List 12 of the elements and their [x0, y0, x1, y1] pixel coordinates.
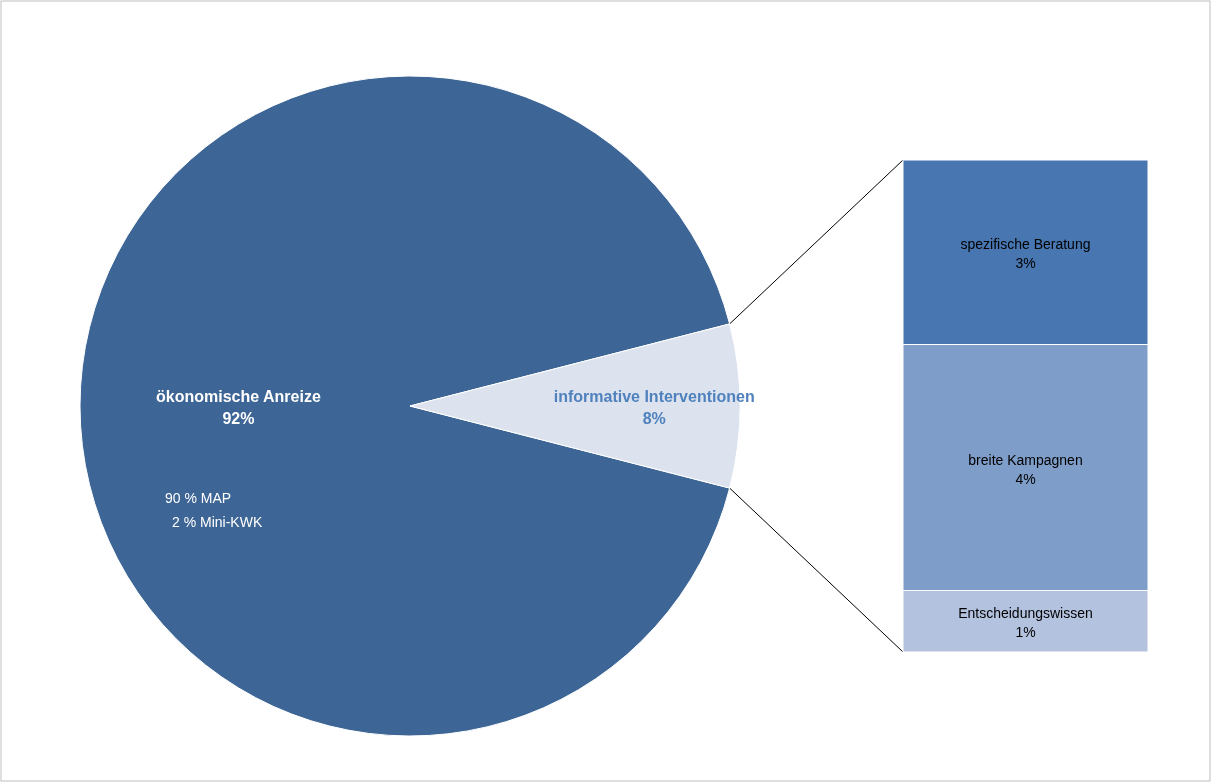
data-label: 4%: [1015, 470, 1036, 487]
series-label: spezifische Beratung: [960, 236, 1091, 253]
data-label: 8%: [642, 410, 666, 427]
text: 2 % Mini-KWK: [172, 514, 263, 530]
series-label: breite Kampagnen: [968, 451, 1083, 468]
slice-label: informative Interventionen: [553, 388, 755, 405]
data-label: 1%: [1015, 624, 1036, 641]
slice-label: ökonomische Anreize: [156, 388, 321, 405]
data-label: 92%: [222, 410, 255, 427]
series-label: Entscheidungswissen: [958, 605, 1093, 622]
data-label: 3%: [1015, 255, 1036, 272]
text: 90 % MAP: [165, 490, 232, 506]
